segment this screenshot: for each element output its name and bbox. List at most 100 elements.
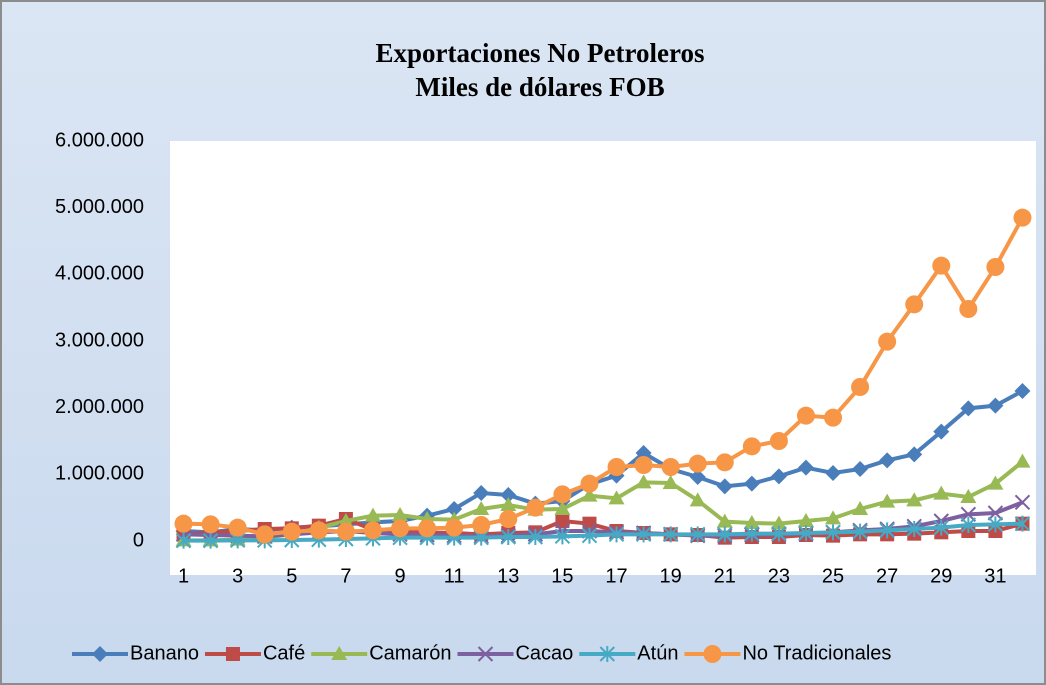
marker	[527, 529, 544, 545]
marker	[392, 507, 409, 521]
marker	[174, 514, 193, 533]
x-tick-label: 21	[714, 565, 736, 587]
marker	[797, 459, 814, 476]
marker	[824, 408, 843, 427]
marker	[770, 468, 787, 485]
marker	[797, 513, 814, 527]
marker	[662, 526, 679, 543]
legend-label: Camarón	[369, 642, 451, 664]
marker	[743, 475, 760, 492]
marker	[771, 525, 787, 542]
marker	[201, 515, 220, 534]
x-tick-label: 23	[768, 565, 790, 587]
marker	[472, 516, 491, 534]
marker	[661, 458, 680, 476]
x-tick-label: 27	[876, 565, 898, 587]
chart-title: Exportaciones No Petroleros	[376, 38, 705, 68]
marker	[364, 507, 381, 522]
marker	[852, 501, 869, 515]
marker	[282, 522, 301, 541]
marker	[635, 474, 652, 489]
marker	[477, 646, 494, 662]
marker	[1014, 515, 1031, 532]
marker	[770, 515, 787, 530]
marker	[554, 501, 571, 515]
marker	[608, 526, 625, 543]
marker	[960, 400, 977, 417]
y-tick-label: 2.000.000	[55, 396, 144, 418]
marker	[175, 532, 192, 549]
legend: Banano Café Camarón Cacao Atún No Tradicional…	[72, 642, 891, 664]
marker	[581, 527, 598, 544]
marker	[717, 526, 733, 543]
marker	[742, 437, 761, 456]
x-tick-label: 9	[394, 565, 405, 587]
marker	[445, 518, 464, 537]
marker	[608, 490, 625, 505]
marker	[959, 300, 978, 318]
marker	[526, 498, 545, 517]
marker	[446, 501, 463, 517]
marker	[92, 646, 108, 662]
marker	[580, 474, 599, 493]
marker	[825, 524, 841, 541]
marker	[391, 519, 410, 538]
marker	[960, 517, 977, 533]
marker	[879, 522, 895, 539]
x-tick-label: 29	[930, 565, 952, 587]
marker	[987, 475, 1004, 490]
chart-subtitle: Miles de dólares FOB	[415, 72, 664, 102]
marker	[879, 493, 896, 508]
x-tick-label: 7	[340, 565, 351, 587]
marker	[418, 519, 437, 538]
marker	[599, 646, 616, 662]
marker	[987, 505, 1004, 521]
marker	[1014, 494, 1031, 511]
marker	[825, 465, 842, 481]
marker	[689, 492, 706, 507]
x-tick-label: 25	[822, 565, 844, 587]
marker	[607, 458, 626, 476]
marker	[906, 521, 922, 537]
marker	[960, 489, 977, 503]
marker	[228, 518, 247, 537]
marker	[473, 501, 490, 515]
marker	[906, 492, 923, 507]
marker	[986, 258, 1005, 276]
x-tick-label: 3	[232, 565, 243, 587]
x-tick-label: 5	[286, 565, 297, 587]
marker	[690, 526, 706, 543]
marker	[336, 522, 355, 541]
marker	[825, 510, 842, 525]
marker	[202, 532, 219, 549]
legend-label: No Tradicionales	[742, 642, 891, 664]
x-tick-label: 13	[497, 565, 519, 587]
marker	[769, 432, 788, 450]
y-tick-label: 6.000.000	[55, 129, 144, 151]
marker	[878, 332, 897, 351]
marker	[716, 478, 733, 495]
marker	[716, 513, 733, 528]
marker	[255, 525, 274, 544]
marker	[499, 510, 518, 528]
legend-label: Banano	[130, 642, 199, 664]
marker	[500, 487, 517, 503]
marker	[634, 456, 653, 474]
marker	[363, 521, 382, 540]
marker	[553, 485, 572, 504]
marker	[932, 256, 951, 275]
x-tick-label: 31	[984, 565, 1006, 587]
marker	[1014, 453, 1031, 468]
marker	[688, 454, 707, 473]
marker	[331, 646, 348, 660]
marker	[554, 528, 571, 545]
marker	[635, 526, 652, 543]
marker	[796, 406, 815, 425]
x-tick-label: 1	[178, 565, 189, 587]
x-tick-label: 15	[551, 565, 573, 587]
y-tick-label: 1.000.000	[55, 463, 144, 485]
marker	[852, 461, 869, 477]
marker	[1013, 208, 1032, 227]
